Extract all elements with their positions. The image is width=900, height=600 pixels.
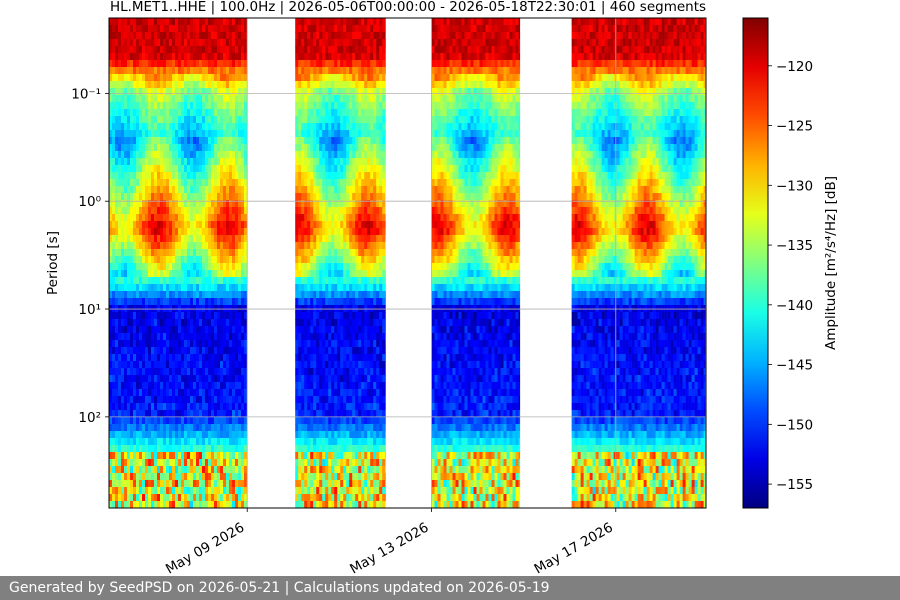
x-tick-label: May 17 2026 [532, 520, 616, 576]
colorbar-tick-label: −150 [776, 417, 813, 433]
colorbar-tick-label: −140 [776, 298, 813, 314]
data-segment [109, 18, 248, 509]
y-axis: 10⁻¹ 10⁰ 10¹ 10² [71, 86, 109, 426]
y-tick-label: 10² [78, 410, 101, 426]
colorbar-tick-label: −155 [776, 477, 813, 493]
colorbar-label: Amplitude [m²/s⁴/Hz] [dB] [823, 176, 839, 350]
chart-title: HL.MET1..HHE | 100.0Hz | 2026-05-06T00:0… [110, 0, 706, 15]
data-segment [571, 18, 706, 509]
plot-frame [108, 17, 707, 509]
y-tick-label: 10⁻¹ [71, 86, 101, 102]
colorbar: −120 −125 −130 −135 −140 −145 −150 −155 [742, 17, 813, 509]
colorbar-tick-label: −145 [776, 358, 813, 374]
y-tick-label: 10⁰ [78, 194, 101, 210]
plot-area [109, 18, 706, 509]
colorbar-tick-label: −120 [776, 59, 813, 75]
colorbar-tick-label: −135 [776, 238, 813, 254]
colorbar-tick-label: −125 [776, 119, 813, 135]
y-tick-label: 10¹ [78, 302, 101, 318]
footer-text: Generated by SeedPSD on 2026-05-21 | Cal… [9, 580, 550, 596]
psd-spectrogram-chart: HL.MET1..HHE | 100.0Hz | 2026-05-06T00:0… [45, 0, 839, 576]
y-axis-label: Period [s] [45, 231, 61, 295]
colorbar-gradient [742, 17, 769, 509]
colorbar-tick-label: −130 [776, 178, 813, 194]
x-tick-label: May 13 2026 [347, 520, 431, 576]
data-segment [431, 18, 521, 509]
grid-lines [109, 18, 706, 508]
x-tick-label: May 09 2026 [163, 520, 247, 576]
x-axis: May 09 2026 May 13 2026 May 17 2026 [163, 508, 617, 576]
footer-bar: Generated by SeedPSD on 2026-05-21 | Cal… [0, 576, 900, 600]
data-segment [295, 18, 386, 509]
